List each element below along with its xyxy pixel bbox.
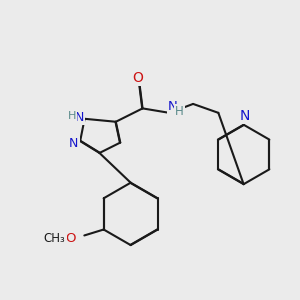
Text: O: O: [133, 71, 143, 85]
Text: N: N: [240, 109, 250, 123]
Text: H: H: [68, 111, 76, 121]
Text: N: N: [69, 137, 78, 150]
Text: H: H: [175, 105, 184, 118]
Text: N: N: [168, 100, 178, 113]
Text: CH₃: CH₃: [44, 232, 65, 245]
Text: N: N: [75, 111, 84, 124]
Text: O: O: [66, 232, 76, 245]
